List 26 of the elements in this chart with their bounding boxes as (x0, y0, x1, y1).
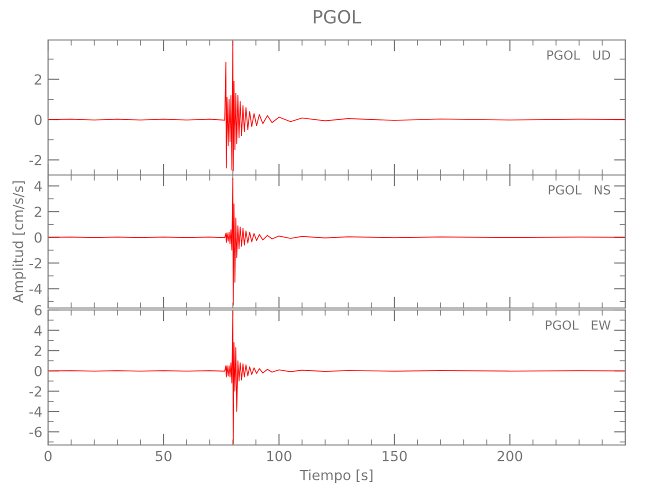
y-tick-label: 2 (34, 74, 42, 85)
x-tick-label: 150 (382, 450, 407, 462)
y-tick-label: 6 (34, 304, 42, 316)
y-tick-label: 2 (34, 206, 42, 217)
chart-title: PGOL (314, 10, 362, 24)
annotation: PGOL EW (546, 320, 610, 330)
x-tick-label: 100 (267, 450, 292, 462)
x-tick-label: 200 (498, 450, 522, 462)
y-tick-label: -6 (29, 426, 42, 438)
y-tick-label: 0 (34, 366, 42, 376)
y-axis-title: Amplitud [cm/s/s] (12, 181, 26, 303)
y-tick-label: -4 (29, 406, 42, 417)
y-tick-label: 0 (34, 232, 42, 243)
x-tick-label: 50 (156, 450, 172, 462)
y-tick-label: 4 (34, 181, 42, 192)
annotation: PGOL NS (548, 185, 610, 195)
y-tick-label: 2 (34, 346, 42, 356)
y-tick-label: -2 (29, 154, 42, 166)
y-tick-label: -2 (29, 258, 42, 268)
x-axis-title: Tiempo [s] (300, 470, 372, 483)
y-tick-label: 0 (34, 114, 42, 126)
y-tick-label: 4 (34, 325, 42, 336)
y-tick-label: -4 (29, 284, 42, 294)
x-tick-label: 0 (44, 450, 52, 462)
y-tick-label: -2 (29, 386, 42, 396)
annotation: PGOL UD (547, 50, 610, 60)
